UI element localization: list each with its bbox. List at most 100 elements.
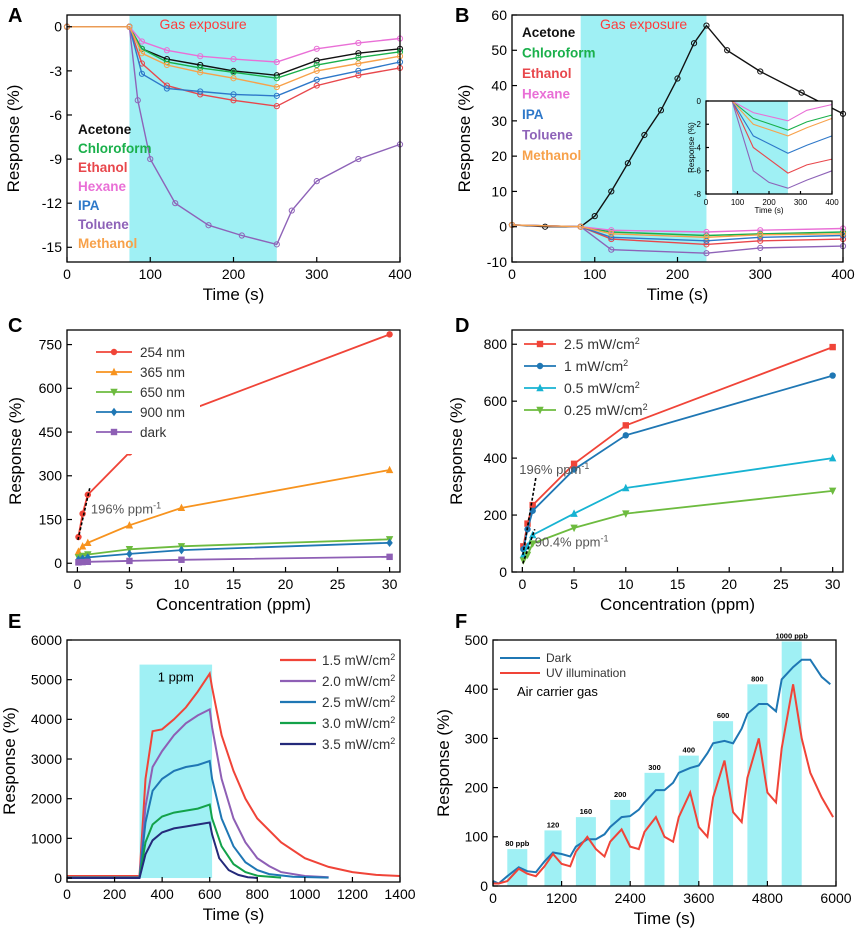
series-line-3-5-mw-cm	[67, 821, 258, 879]
data-point	[273, 103, 280, 110]
data-point	[674, 75, 681, 82]
pulse-label: 80 ppb	[505, 839, 530, 848]
legend-marker	[110, 407, 118, 417]
x-tick-label: 600	[198, 886, 222, 902]
data-point	[703, 234, 710, 241]
legend-entry: 365 nm	[140, 365, 185, 380]
data-marker	[570, 509, 578, 517]
x-tick-label: 300	[794, 198, 808, 207]
data-marker	[828, 487, 837, 496]
data-point	[273, 241, 280, 248]
x-tick-label: 0	[508, 266, 516, 282]
data-point	[230, 91, 237, 98]
x-tick-label: 100	[731, 198, 745, 207]
y-tick-label: 20	[491, 148, 507, 164]
data-point	[273, 58, 280, 66]
data-point	[126, 23, 133, 30]
y-tick-label: -4	[694, 143, 702, 152]
x-tick-label: 20	[721, 576, 737, 592]
pulse-label: 300	[648, 763, 661, 772]
x-tick-label: 30	[382, 576, 398, 592]
y-tick-label: 6000	[31, 632, 62, 648]
data-point	[163, 85, 170, 92]
legend-entry: 2.5 mW/cm2	[322, 694, 395, 710]
y-tick-label: 400	[484, 450, 508, 466]
panel-label-a: A	[8, 5, 22, 27]
legend-entry: 0.25 mW/cm2	[564, 402, 648, 418]
y-tick-label: 0	[697, 97, 702, 106]
y-tick-label: 750	[39, 336, 63, 352]
x-tick-label: 1200	[337, 886, 368, 902]
panel-a: Gas exposure 0 100 200 300 400 0 -3 -6 -9 -12 -15 Ti…	[4, 14, 412, 304]
legend-entry: 2.0 mW/cm2	[322, 673, 395, 689]
series-line-1-5-mw-cm	[67, 671, 401, 877]
x-tick-label: 2400	[615, 890, 646, 906]
y-tick-label: 60	[491, 7, 507, 23]
panel-label-b: B	[455, 5, 469, 27]
series-line-hexane	[67, 26, 401, 63]
y-tick-label: 10	[491, 183, 507, 199]
y-axis-label: Response (%)	[434, 709, 453, 817]
legend-entry: Methanol	[78, 236, 137, 251]
y-tick-label: 450	[39, 424, 63, 440]
panel-label-c: C	[8, 315, 22, 337]
y-tick-label: 0	[54, 870, 62, 886]
y-tick-label: 30	[491, 113, 507, 129]
data-point	[273, 92, 280, 99]
data-marker	[79, 554, 86, 563]
legend-entry: Chloroform	[78, 141, 152, 156]
y-tick-label: 0	[54, 555, 62, 571]
legend-entry: Ethanol	[522, 66, 572, 81]
data-point	[703, 237, 710, 244]
y-tick-label: -6	[50, 107, 63, 123]
series-line-acetone	[511, 24, 844, 228]
data-point	[608, 230, 615, 237]
legend-entry: UV illumination	[546, 666, 626, 680]
series-line-methanol	[67, 26, 401, 88]
data-point	[313, 82, 320, 89]
data-point	[313, 45, 320, 52]
x-tick-label: 10	[174, 576, 190, 592]
pulse-label: 160	[580, 807, 593, 816]
y-tick-label: -3	[50, 63, 63, 79]
data-point	[138, 38, 146, 45]
y-tick-label: -10	[487, 254, 507, 270]
x-tick-label: 300	[305, 266, 329, 282]
series-line-chloroform	[67, 26, 401, 79]
legend-entry: Ethanol	[78, 160, 128, 175]
legend-entry: Toluene	[522, 128, 573, 143]
data-marker	[529, 501, 536, 509]
x-tick-label: 200	[222, 266, 246, 282]
x-tick-label: 20	[278, 576, 294, 592]
data-marker	[622, 432, 629, 439]
data-point	[757, 227, 764, 234]
pulse-band	[781, 641, 802, 886]
x-tick-label: 1400	[384, 886, 415, 902]
legend-entry: Methanol	[522, 148, 581, 163]
x-tick-label: 0	[518, 576, 526, 592]
x-tick-label: 200	[666, 266, 690, 282]
x-tick-label: 200	[103, 886, 127, 902]
y-tick-label: 600	[484, 393, 508, 409]
y-tick-label: 0	[499, 564, 507, 580]
x-tick-label: 400	[831, 266, 855, 282]
data-point	[703, 250, 710, 257]
y-tick-label: 150	[39, 511, 63, 527]
data-point	[205, 222, 212, 229]
series-line-methanol	[511, 224, 844, 239]
panel-label-d: D	[455, 315, 469, 337]
y-tick-label: -9	[50, 151, 63, 167]
data-point	[355, 39, 362, 47]
y-axis-label: Response (%)	[4, 85, 23, 193]
series-line-dark	[492, 658, 831, 885]
data-point	[163, 47, 170, 54]
legend-entry: IPA	[522, 107, 544, 122]
data-marker	[79, 558, 86, 566]
series-line-dark	[78, 555, 390, 564]
y-tick-label: -12	[42, 195, 62, 211]
legend-entry: 3.0 mW/cm2	[322, 715, 395, 731]
legend-marker	[110, 388, 118, 397]
x-tick-label: 5	[570, 576, 578, 592]
legend-entry: 3.5 mW/cm2	[322, 736, 395, 752]
slope-fit-line-lower	[522, 529, 536, 564]
